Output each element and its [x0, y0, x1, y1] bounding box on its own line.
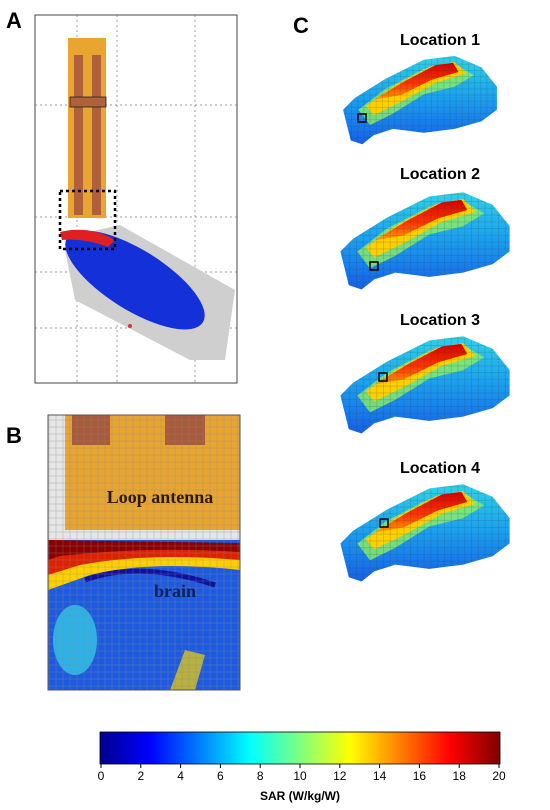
panel-label: B: [6, 423, 22, 448]
tick-label: 6: [217, 769, 224, 783]
location-title: Location 1: [400, 32, 480, 49]
colorbar: [99, 731, 501, 765]
location-title: Location 2: [400, 166, 480, 183]
panel-a: [34, 14, 238, 384]
panel-b: Loop antenna brain: [47, 414, 241, 691]
antenna-feed: [69, 96, 107, 108]
tick-label: 4: [177, 769, 184, 783]
panel-label: C: [293, 13, 309, 38]
hot-spot: [60, 229, 115, 247]
tick-label: 20: [492, 769, 506, 783]
tick-label: 0: [98, 769, 105, 783]
sar-map: [340, 484, 510, 582]
sar-map: [343, 55, 497, 145]
location-marker: [357, 113, 367, 123]
tick-label: 10: [293, 769, 307, 783]
tick-label: 2: [137, 769, 144, 783]
panel-c: Location 1 Location 2 Location 3 Locatio…: [340, 32, 510, 582]
colorbar-label: SAR (W/kg/W): [260, 789, 340, 803]
tick-label: 14: [373, 769, 387, 783]
sar-map: [340, 192, 510, 290]
antenna-arm: [74, 55, 83, 215]
sar-map: [340, 336, 510, 434]
zoom-box: [58, 189, 117, 251]
panel-label: A: [6, 8, 22, 33]
annotation: brain: [154, 581, 196, 601]
location-marker: [378, 372, 388, 382]
location-title: Location 3: [400, 312, 480, 329]
tick-label: 12: [333, 769, 347, 783]
tick-label: 18: [453, 769, 467, 783]
location-title: Location 4: [400, 460, 480, 477]
tick-label: 8: [257, 769, 264, 783]
location-marker: [369, 261, 379, 271]
tick-label: 16: [413, 769, 427, 783]
location-marker: [379, 518, 389, 528]
marker: [128, 324, 132, 328]
antenna-arm: [92, 55, 101, 215]
annotation: Loop antenna: [107, 487, 214, 507]
brain: [65, 230, 205, 330]
